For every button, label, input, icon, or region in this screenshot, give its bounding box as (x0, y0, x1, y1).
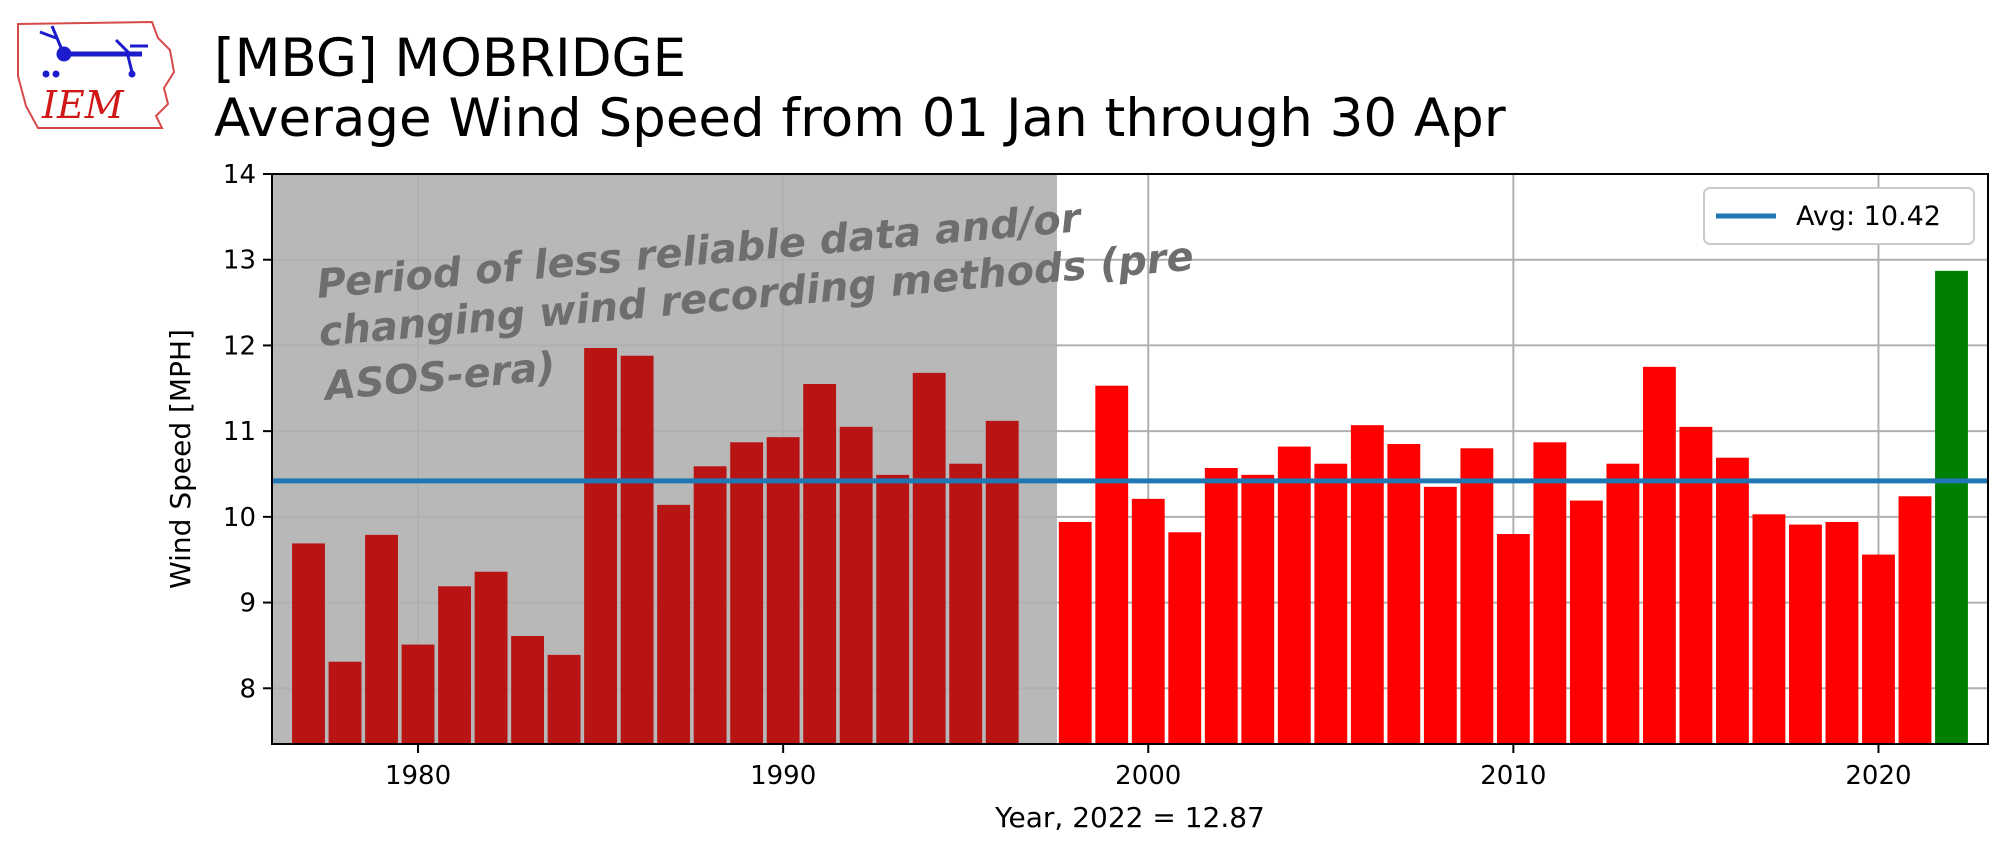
bar-1982 (474, 571, 508, 744)
bar-1980 (401, 644, 435, 744)
bar-1989 (730, 442, 764, 744)
bar-2022 (1935, 270, 1968, 744)
x-tick-label: 2020 (1845, 761, 1911, 791)
bar-1986 (620, 355, 654, 744)
bar-2012 (1569, 500, 1603, 744)
x-axis-label: Year, 2022 = 12.87 (994, 801, 1265, 834)
bar-2014 (1642, 366, 1676, 744)
bar-2019 (1825, 522, 1859, 744)
bar-2008 (1423, 486, 1457, 744)
bar-2003 (1241, 474, 1275, 744)
bar-1992 (839, 426, 873, 744)
bar-1985 (584, 348, 618, 744)
chart-title: [MBG] MOBRIDGE (214, 28, 687, 89)
bar-2006 (1350, 425, 1384, 744)
bar-2016 (1715, 457, 1749, 744)
bar-1984 (547, 654, 581, 744)
logo-text: IEM (41, 83, 125, 127)
bar-2018 (1789, 524, 1822, 744)
bar-2005 (1314, 463, 1348, 744)
bar-1991 (803, 384, 837, 744)
axes-layer: 8 9 10 11 12 13 14 1980 1990 2000 2010 2020 (223, 160, 1989, 791)
wind-instrument-icon (39, 25, 148, 78)
chart-subtitle: Average Wind Speed from 01 Jan through 3… (214, 88, 1506, 149)
bar-2017 (1752, 514, 1786, 744)
bar-2004 (1277, 446, 1311, 744)
bar-2007 (1387, 444, 1421, 744)
y-tick-label: 11 (223, 417, 256, 447)
bar-1978 (328, 661, 362, 744)
bar-1994 (912, 372, 946, 744)
bar-2009 (1460, 448, 1494, 744)
bar-1996 (985, 420, 1019, 744)
bar-1998 (1058, 522, 1092, 744)
x-tick-label: 2010 (1480, 761, 1546, 791)
bar-2013 (1606, 463, 1640, 744)
iowa-outline (17, 20, 176, 129)
bar-1981 (438, 586, 471, 744)
bar-2002 (1204, 468, 1238, 744)
y-axis-label: Wind Speed [MPH] (164, 329, 197, 589)
bar-1995 (949, 463, 983, 744)
bar-1987 (657, 504, 691, 744)
x-tick-label: 2000 (1115, 761, 1181, 791)
legend-box (1703, 187, 1975, 245)
bar-2011 (1533, 442, 1567, 744)
y-tick-label: 12 (223, 331, 256, 361)
bar-2001 (1168, 532, 1202, 744)
plot-frame (271, 173, 1989, 745)
bar-1979 (365, 534, 398, 744)
bar-1983 (511, 636, 545, 744)
bar-2000 (1131, 498, 1165, 744)
legend-label: Avg: 10.42 (1796, 201, 1941, 232)
y-tick-label: 10 (223, 503, 256, 533)
bar-2020 (1862, 554, 1895, 744)
bar-2021 (1898, 496, 1932, 744)
bar-1977 (292, 543, 325, 744)
bar-1993 (876, 474, 910, 744)
x-tick-label: 1980 (385, 761, 451, 791)
legend: Avg: 10.42 (1703, 187, 1975, 245)
y-tick-label: 13 (223, 246, 256, 276)
bar-2015 (1679, 426, 1713, 744)
bar-1988 (693, 466, 727, 744)
x-tick-label: 1990 (750, 761, 816, 791)
y-tick-label: 14 (223, 160, 256, 190)
bar-1990 (766, 437, 800, 744)
bars-layer (292, 270, 1968, 744)
bar-2010 (1496, 534, 1530, 744)
y-tick-label: 8 (239, 674, 256, 704)
y-tick-label: 9 (239, 589, 256, 619)
bar-1999 (1095, 385, 1129, 744)
iem-logo: IEM (17, 20, 176, 129)
